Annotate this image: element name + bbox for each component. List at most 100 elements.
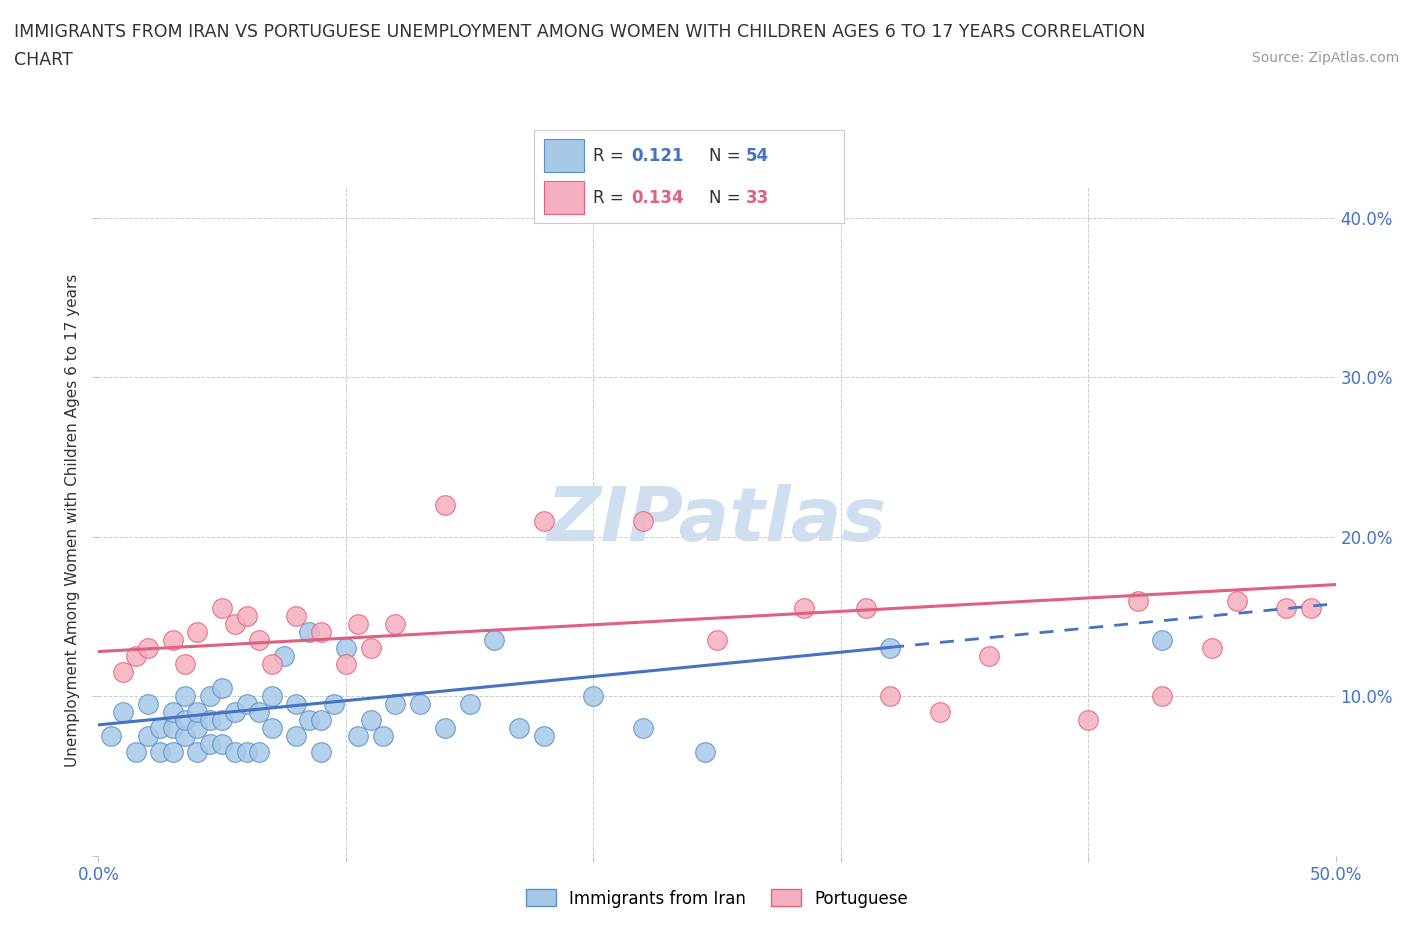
- Point: [260, 657, 283, 671]
- Point: [347, 617, 370, 631]
- Point: [979, 649, 1001, 664]
- Point: [1226, 593, 1249, 608]
- Point: [136, 641, 159, 656]
- Point: [793, 601, 815, 616]
- Point: [1077, 712, 1099, 727]
- Point: [335, 641, 357, 656]
- Point: [309, 625, 332, 640]
- Point: [124, 745, 146, 760]
- Point: [347, 728, 370, 743]
- Point: [855, 601, 877, 616]
- Point: [174, 712, 197, 727]
- Point: [1201, 641, 1223, 656]
- Text: 33: 33: [747, 189, 769, 206]
- Point: [309, 745, 332, 760]
- Point: [1275, 601, 1298, 616]
- Point: [149, 745, 172, 760]
- Point: [112, 705, 135, 720]
- Point: [285, 728, 308, 743]
- Point: [484, 633, 506, 648]
- Point: [360, 712, 382, 727]
- Point: [335, 657, 357, 671]
- Point: [224, 705, 246, 720]
- Point: [247, 745, 270, 760]
- Point: [322, 697, 344, 711]
- Point: [162, 745, 184, 760]
- Point: [211, 601, 233, 616]
- Point: [186, 705, 208, 720]
- Point: [236, 745, 259, 760]
- Text: IMMIGRANTS FROM IRAN VS PORTUGUESE UNEMPLOYMENT AMONG WOMEN WITH CHILDREN AGES 6: IMMIGRANTS FROM IRAN VS PORTUGUESE UNEMP…: [14, 23, 1146, 41]
- Point: [631, 721, 654, 736]
- Point: [186, 625, 208, 640]
- Point: [162, 633, 184, 648]
- Point: [198, 712, 221, 727]
- Point: [224, 745, 246, 760]
- Text: 54: 54: [747, 147, 769, 165]
- Point: [162, 705, 184, 720]
- Point: [211, 712, 233, 727]
- Point: [1152, 689, 1174, 704]
- Text: CHART: CHART: [14, 51, 73, 69]
- Point: [247, 705, 270, 720]
- Point: [533, 728, 555, 743]
- Point: [1152, 633, 1174, 648]
- Point: [1126, 593, 1149, 608]
- Point: [224, 617, 246, 631]
- Point: [706, 633, 728, 648]
- Text: 0.134: 0.134: [631, 189, 685, 206]
- Point: [879, 689, 901, 704]
- Point: [149, 721, 172, 736]
- Point: [371, 728, 394, 743]
- Point: [508, 721, 530, 736]
- Point: [298, 712, 321, 727]
- Point: [433, 498, 456, 512]
- Point: [162, 721, 184, 736]
- Point: [136, 697, 159, 711]
- Point: [309, 712, 332, 727]
- Point: [384, 617, 406, 631]
- Point: [211, 737, 233, 751]
- Point: [879, 641, 901, 656]
- Point: [174, 657, 197, 671]
- Point: [298, 625, 321, 640]
- Point: [285, 609, 308, 624]
- Text: N =: N =: [709, 147, 747, 165]
- Point: [433, 721, 456, 736]
- Point: [458, 697, 481, 711]
- Text: R =: R =: [593, 147, 628, 165]
- Text: ZIPatlas: ZIPatlas: [547, 485, 887, 557]
- Point: [1299, 601, 1322, 616]
- Point: [360, 641, 382, 656]
- Text: R =: R =: [593, 189, 628, 206]
- Point: [174, 689, 197, 704]
- Point: [112, 665, 135, 680]
- Point: [693, 745, 716, 760]
- Text: 0.121: 0.121: [631, 147, 685, 165]
- Point: [582, 689, 605, 704]
- Text: Source: ZipAtlas.com: Source: ZipAtlas.com: [1251, 51, 1399, 65]
- Bar: [544, 140, 583, 172]
- Point: [100, 728, 122, 743]
- Point: [136, 728, 159, 743]
- Point: [124, 649, 146, 664]
- Point: [260, 689, 283, 704]
- Point: [174, 728, 197, 743]
- Point: [236, 697, 259, 711]
- Point: [260, 721, 283, 736]
- Point: [273, 649, 295, 664]
- Point: [186, 721, 208, 736]
- Legend: Immigrants from Iran, Portuguese: Immigrants from Iran, Portuguese: [519, 883, 915, 914]
- Point: [198, 737, 221, 751]
- Point: [631, 513, 654, 528]
- Point: [247, 633, 270, 648]
- Point: [384, 697, 406, 711]
- Bar: [544, 181, 583, 214]
- Text: N =: N =: [709, 189, 747, 206]
- Point: [928, 705, 950, 720]
- Y-axis label: Unemployment Among Women with Children Ages 6 to 17 years: Unemployment Among Women with Children A…: [65, 274, 80, 767]
- Point: [211, 681, 233, 696]
- Point: [533, 513, 555, 528]
- Point: [409, 697, 432, 711]
- Point: [186, 745, 208, 760]
